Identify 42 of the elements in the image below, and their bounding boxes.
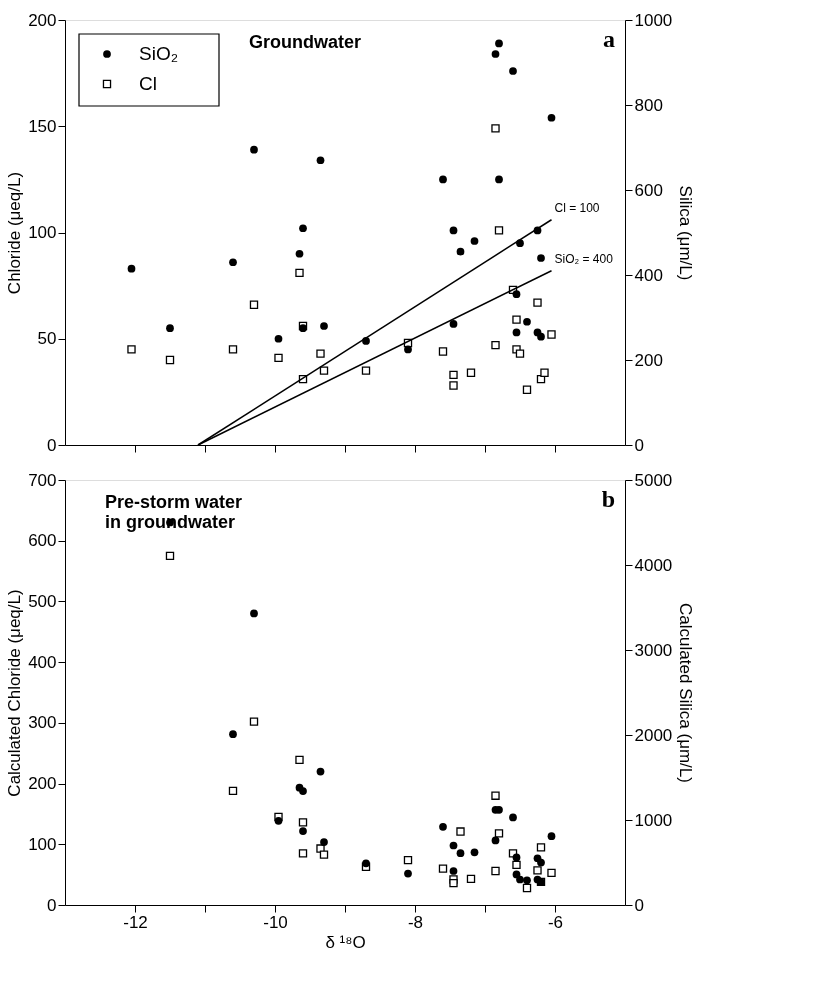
x-tick-label: -12	[123, 912, 148, 932]
y2-axis-title: Calculated Silica (μm/L)	[676, 603, 696, 783]
y2-axis-title: Silica (μm/L)	[676, 185, 696, 281]
y2-tick-label: 600	[634, 180, 663, 200]
annotation: b	[601, 486, 615, 512]
y-tick-label: 400	[28, 652, 57, 672]
y2-tick-label: 400	[634, 265, 663, 285]
y-tick-label: 200	[28, 10, 57, 30]
annotation: a	[603, 26, 615, 52]
y-tick-label: 100	[28, 223, 57, 242]
y2-tick-label: 200	[634, 350, 663, 370]
text: Pre-storm water in groundwater	[105, 492, 243, 532]
legend-label: Cl	[139, 73, 157, 94]
y-tick-label: 200	[28, 774, 57, 794]
y2-tick-label: 5000	[634, 470, 673, 490]
legend-label: SiO₂	[139, 43, 179, 64]
y2-tick-label: 1000	[634, 810, 673, 830]
annotation: Cl = 100	[554, 200, 600, 215]
y2-tick-label: 1000	[634, 10, 673, 30]
x-axis-title: δ ¹⁸O	[325, 932, 366, 952]
x-tick-label: -6	[547, 912, 564, 932]
y-tick-label: 0	[47, 895, 57, 915]
y-axis-title: Chloride (μeq/L)	[5, 171, 25, 295]
y-tick-label: 300	[28, 713, 57, 733]
y-tick-label: 50	[37, 329, 57, 349]
y2-tick-label: 3000	[634, 640, 673, 660]
y-tick-label: 0	[47, 435, 57, 455]
y-tick-label: 150	[28, 116, 57, 136]
annotation: SiO₂ = 400	[554, 251, 614, 266]
text: Groundwater	[249, 32, 362, 52]
x-tick-label: -8	[407, 912, 424, 932]
x-tick-label: -10	[263, 912, 288, 932]
y-tick-label: 700	[28, 470, 57, 490]
y2-tick-label: 4000	[634, 555, 673, 575]
y-axis-title: Calculated Chloride (μeq/L)	[5, 589, 25, 797]
y-tick-label: 600	[28, 531, 57, 551]
y2-tick-label: 0	[634, 895, 644, 915]
y2-tick-label: 2000	[634, 725, 673, 745]
y-tick-label: 100	[28, 834, 57, 854]
y2-tick-label: 800	[634, 95, 663, 115]
y-tick-label: 500	[28, 591, 57, 611]
y2-tick-label: 0	[634, 435, 644, 455]
